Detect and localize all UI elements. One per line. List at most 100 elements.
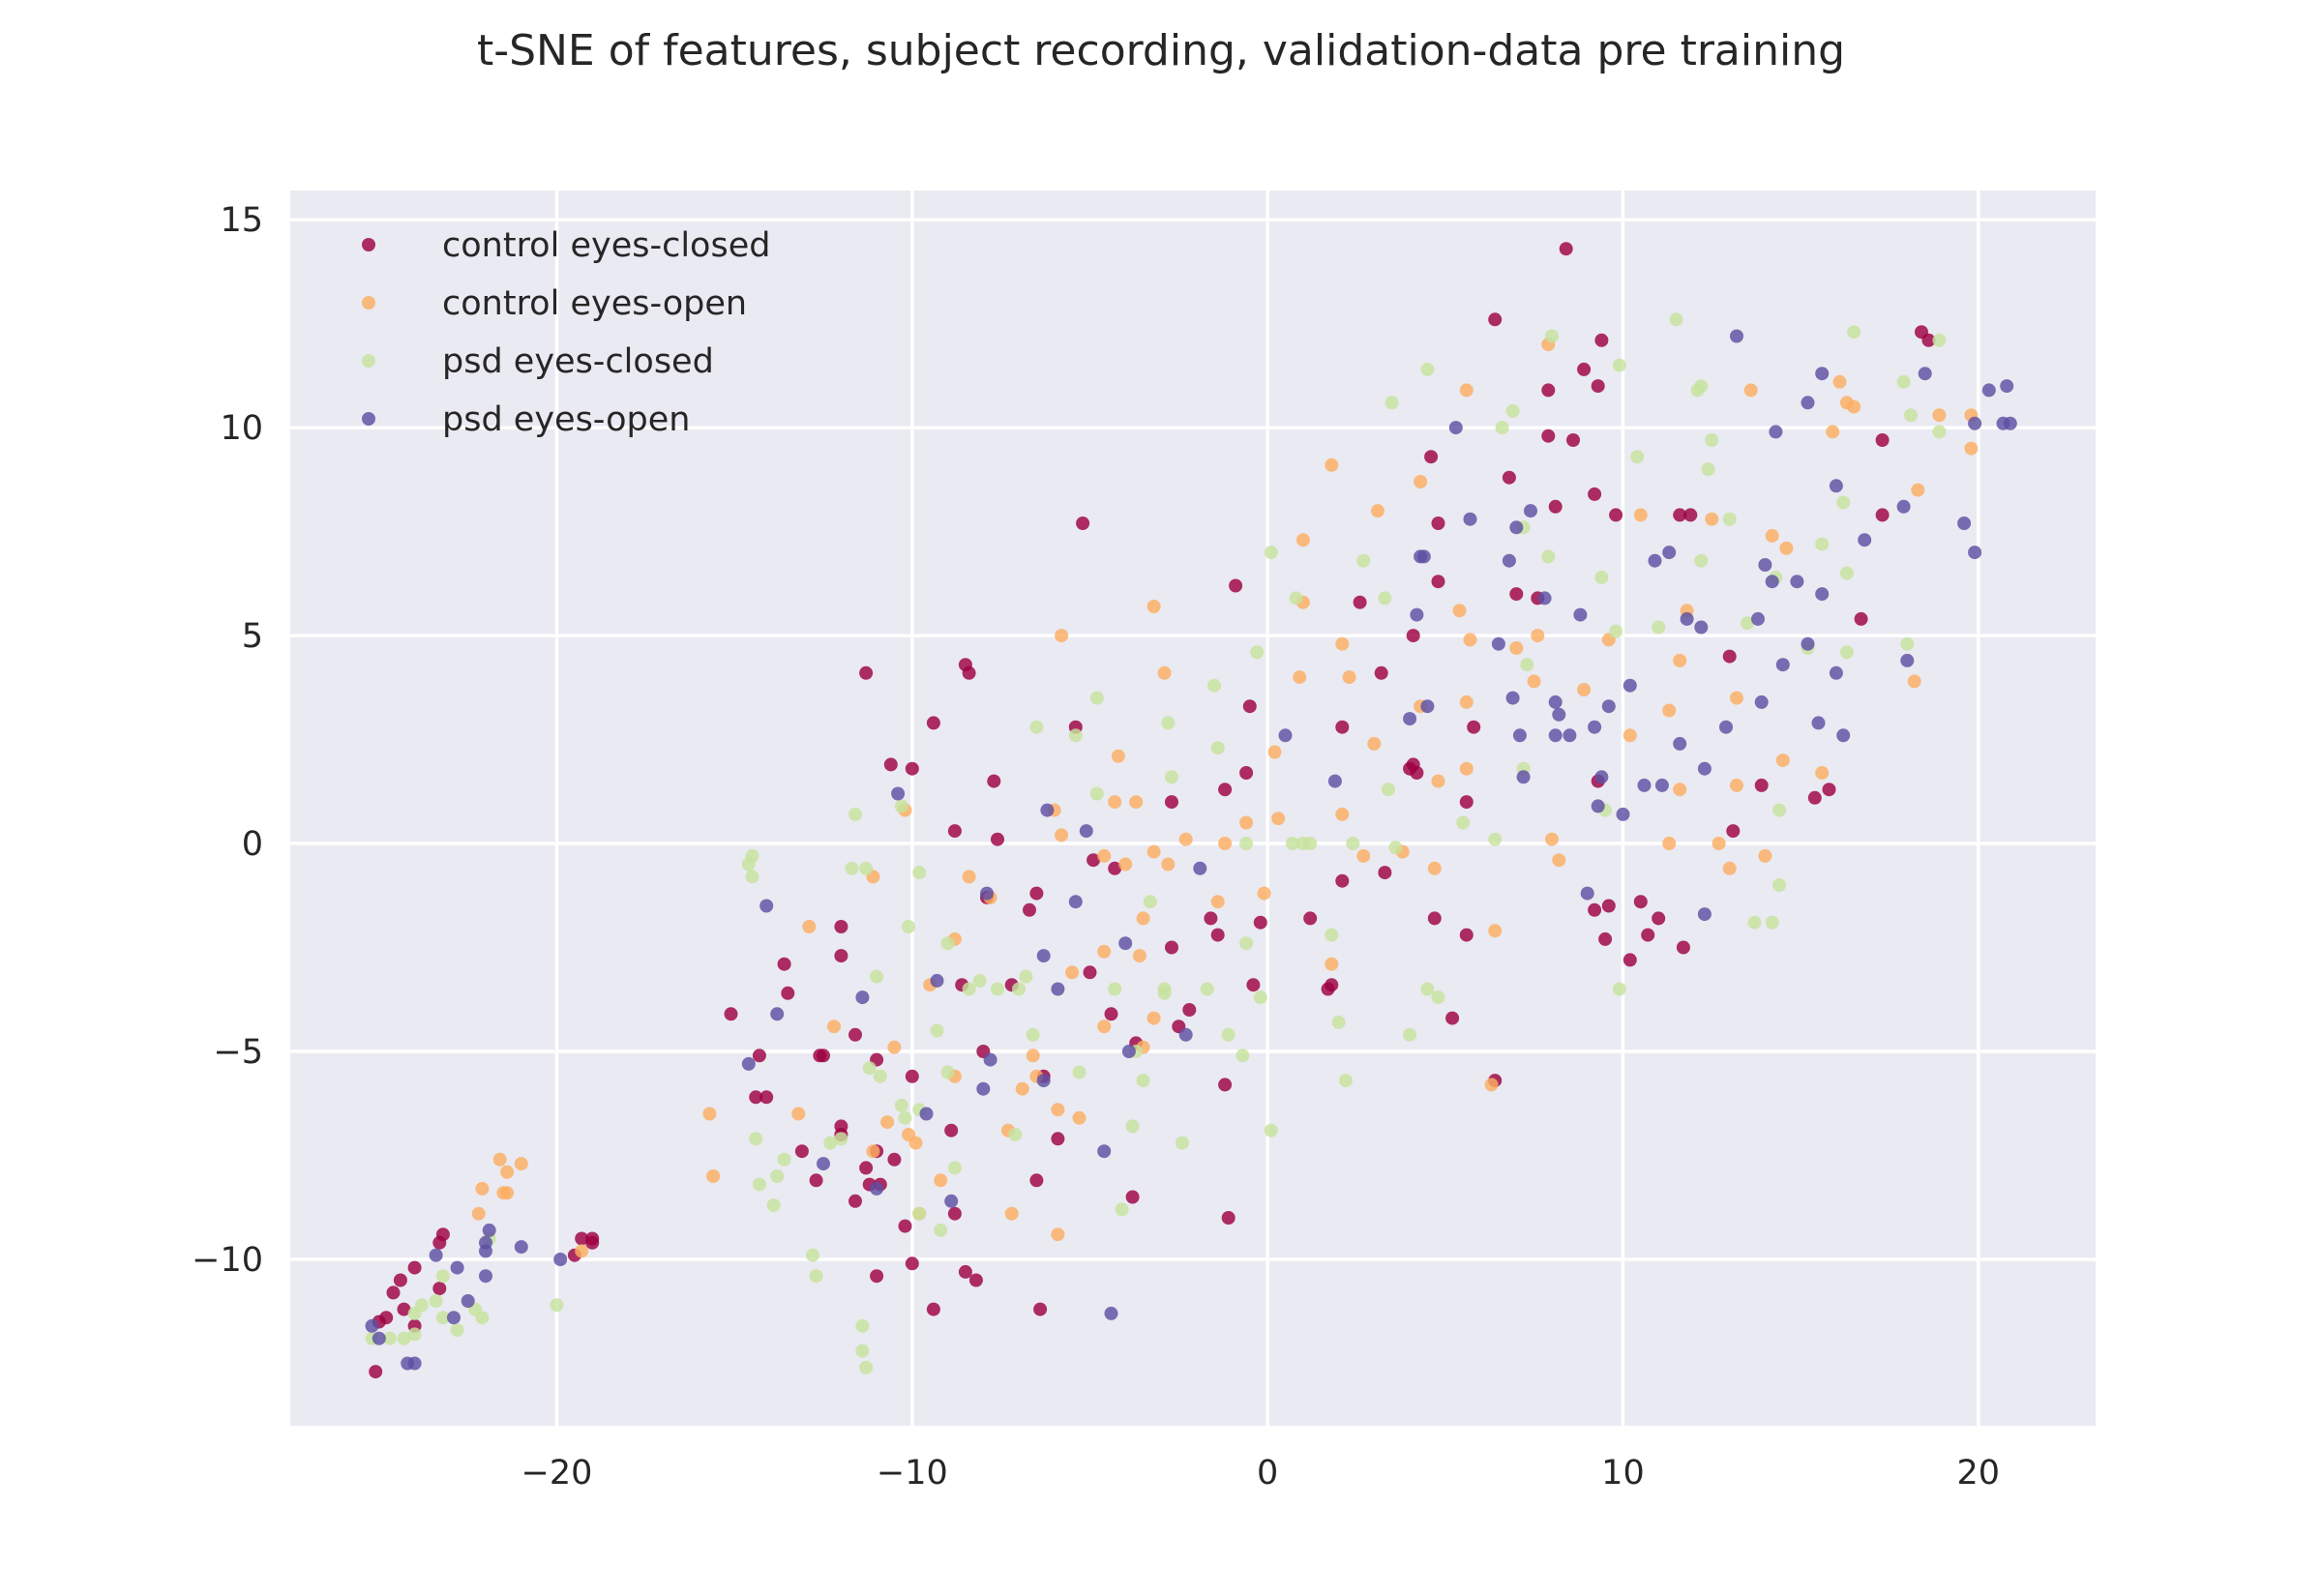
data-point	[1097, 1020, 1112, 1034]
data-point	[1051, 1132, 1065, 1146]
data-point	[1410, 607, 1424, 622]
data-point	[1068, 895, 1083, 909]
data-point	[1384, 396, 1399, 410]
data-point	[1065, 965, 1080, 980]
series-0	[369, 242, 1936, 1379]
data-point	[1431, 517, 1445, 530]
data-point	[1896, 374, 1911, 389]
data-point	[1121, 1045, 1136, 1058]
data-point	[432, 1235, 447, 1250]
data-point	[905, 761, 919, 776]
data-point	[1157, 982, 1172, 996]
data-point	[1221, 1027, 1235, 1042]
data-point	[987, 774, 1001, 788]
data-point	[1342, 670, 1356, 685]
data-point	[1204, 911, 1218, 926]
data-point	[1630, 450, 1645, 464]
data-point	[407, 1327, 422, 1342]
data-point	[855, 990, 870, 1005]
data-point	[1146, 600, 1161, 613]
data-point	[1118, 857, 1133, 872]
data-point	[862, 1061, 877, 1076]
data-point	[1545, 832, 1559, 846]
data-point	[887, 1040, 902, 1054]
data-point	[1673, 653, 1687, 667]
data-point	[414, 1298, 429, 1313]
data-point	[958, 1264, 972, 1279]
data-point	[766, 1198, 781, 1213]
data-point	[724, 1007, 738, 1021]
data-point	[1680, 611, 1694, 626]
data-point	[450, 1323, 464, 1338]
data-point	[1097, 944, 1112, 959]
data-point	[1239, 766, 1254, 780]
data-point	[749, 1090, 763, 1105]
data-point	[1285, 837, 1299, 850]
data-point	[1904, 408, 1918, 423]
series-3	[365, 329, 2017, 1371]
data-point	[859, 861, 874, 875]
data-point	[855, 1344, 870, 1358]
data-point	[1295, 533, 1310, 547]
data-point	[1040, 803, 1055, 817]
data-point	[1495, 421, 1509, 435]
data-point	[1790, 575, 1804, 589]
data-point	[1271, 812, 1286, 826]
data-point	[1218, 837, 1233, 850]
data-point	[912, 1206, 927, 1221]
data-point	[1577, 683, 1592, 696]
data-point	[1673, 508, 1687, 522]
data-point	[1697, 761, 1712, 776]
data-point	[1594, 333, 1609, 347]
data-point	[1459, 695, 1474, 709]
data-point	[1346, 837, 1360, 850]
data-point	[1012, 982, 1026, 996]
data-point	[1125, 1119, 1140, 1134]
data-point	[432, 1282, 447, 1296]
data-point	[1403, 712, 1417, 726]
data-point	[1875, 508, 1890, 522]
data-point	[1612, 982, 1626, 996]
legend-marker	[362, 296, 375, 310]
data-point	[1420, 982, 1435, 996]
data-point	[870, 1269, 884, 1284]
data-point	[1416, 549, 1431, 564]
data-point	[1765, 915, 1779, 930]
data-point	[1431, 774, 1445, 788]
data-point	[926, 716, 940, 730]
data-point	[471, 1206, 486, 1221]
data-point	[859, 1161, 874, 1175]
data-point	[1111, 749, 1125, 763]
data-point	[940, 1065, 955, 1079]
data-point	[991, 982, 1004, 996]
data-point	[1541, 383, 1556, 398]
data-point	[1957, 517, 1972, 530]
data-point	[1765, 528, 1779, 543]
data-point	[1403, 761, 1417, 776]
data-point	[947, 1161, 962, 1175]
data-point	[1136, 1074, 1150, 1088]
data-point	[1104, 1007, 1118, 1021]
data-point	[1705, 512, 1719, 526]
data-point	[1694, 379, 1709, 394]
data-point	[1161, 716, 1176, 730]
data-point	[1622, 678, 1637, 693]
data-point	[1662, 837, 1677, 850]
data-point	[962, 665, 976, 680]
data-point	[1622, 728, 1637, 743]
data-point	[1829, 479, 1843, 493]
data-point	[1029, 720, 1044, 734]
data-point	[1580, 886, 1594, 901]
data-point	[1488, 312, 1503, 327]
data-point	[1210, 895, 1225, 909]
data-point	[1559, 242, 1573, 256]
data-point	[1815, 766, 1830, 780]
data-point	[1509, 641, 1524, 655]
data-point	[702, 1107, 717, 1121]
data-point	[1143, 895, 1157, 909]
data-point	[834, 920, 848, 933]
data-point	[1673, 736, 1687, 751]
data-point	[1730, 691, 1743, 705]
x-tick-label: −10	[877, 1454, 948, 1493]
data-point	[930, 1023, 944, 1038]
